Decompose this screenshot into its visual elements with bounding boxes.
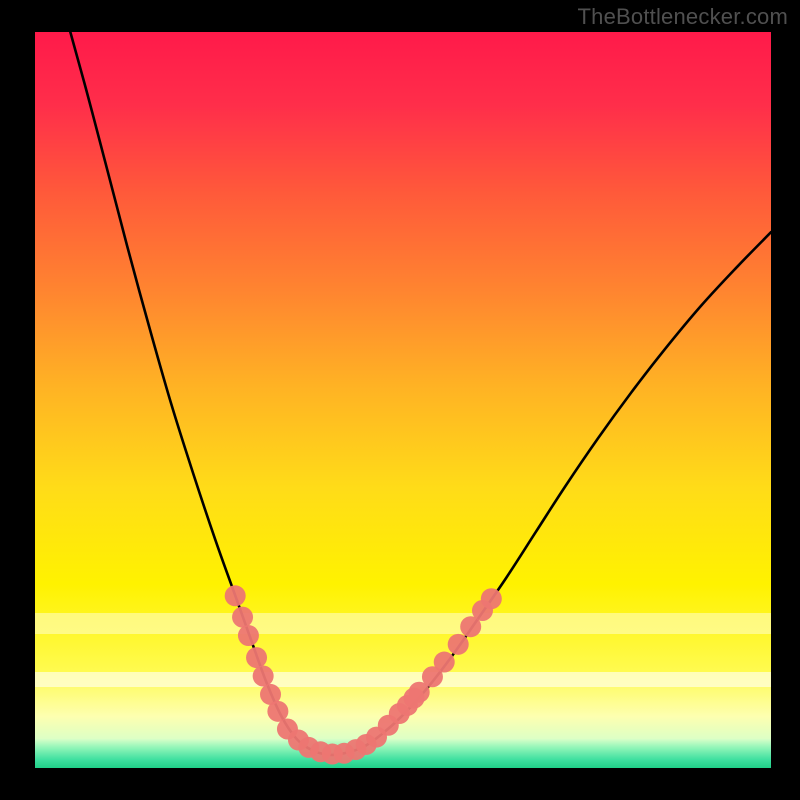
marker-point xyxy=(434,652,455,673)
marker-point xyxy=(481,588,502,609)
marker-point xyxy=(246,647,267,668)
marker-point xyxy=(225,585,246,606)
marker-point xyxy=(253,666,274,687)
marker-group xyxy=(225,585,502,764)
chart-plot-area xyxy=(35,32,771,768)
bottleneck-curve xyxy=(70,32,771,755)
marker-point xyxy=(232,607,253,628)
marker-point xyxy=(267,701,288,722)
watermark-text: TheBottlenecker.com xyxy=(578,4,788,30)
marker-point xyxy=(238,625,259,646)
chart-svg-layer xyxy=(35,32,771,768)
marker-point xyxy=(448,634,469,655)
